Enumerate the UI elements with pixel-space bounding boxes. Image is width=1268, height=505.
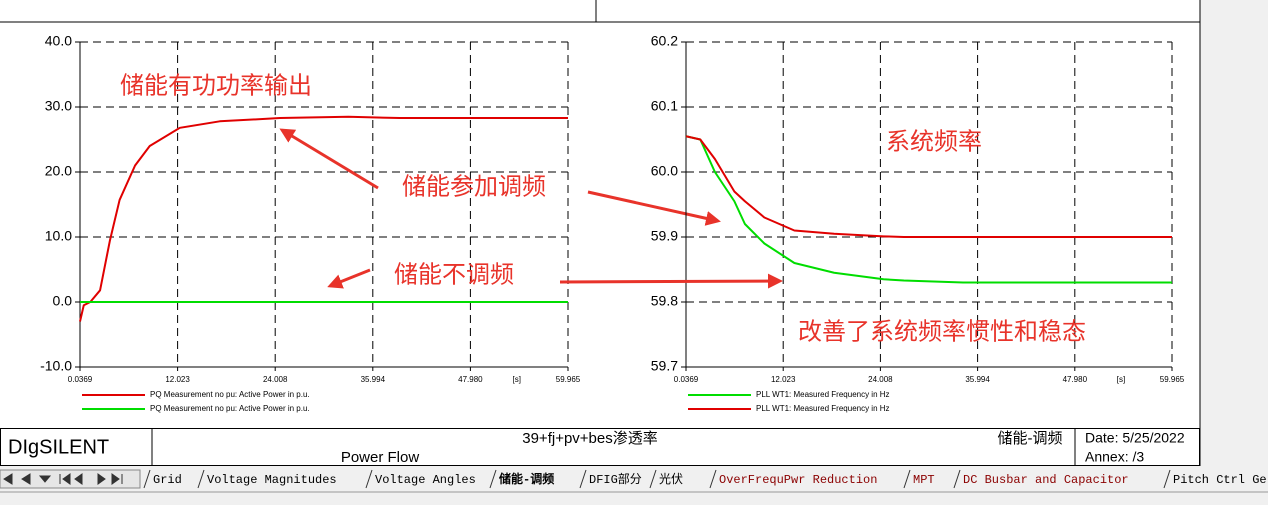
x-tick-label: 35.994 — [361, 375, 386, 384]
tab-bar — [0, 466, 1268, 492]
y-tick-label: 60.1 — [651, 98, 678, 114]
footer-box — [0, 428, 1200, 466]
chart: 59.7 59.8 59.9 60.0 60.1 60.2 0.0369 12.023 24.0… — [559, 33, 1185, 413]
y-tick-label: 59.9 — [651, 228, 678, 244]
annotation-arrow — [587, 190, 721, 226]
tab-separator — [143, 469, 151, 489]
plot-page — [0, 0, 1200, 466]
annotation: 储能不调频 — [394, 261, 514, 288]
y-tick-label: 59.8 — [651, 293, 678, 309]
tab-separator — [1163, 469, 1171, 489]
brand: DIgSILENT — [8, 436, 109, 458]
legend-label: PLL WT1: Measured Frequency in Hz — [756, 404, 890, 413]
tab-nav[interactable] — [0, 469, 141, 489]
x-tick-label: 0.0369 — [674, 375, 699, 384]
x-tick-label: 12.023 — [165, 375, 190, 384]
tab-label[interactable]: Pitch Ctrl Ge — [1173, 473, 1267, 487]
legend-label: PQ Measurement no pu: Active Power in p.… — [150, 404, 310, 413]
x-tick-label: 24.008 — [868, 375, 893, 384]
series-line — [79, 115, 568, 322]
annotation-arrow — [279, 128, 379, 190]
project: 39+fj+pv+bes渗透率 — [522, 430, 658, 447]
y-tick-label: 40.0 — [45, 33, 72, 49]
y-tick-label: 30.0 — [45, 98, 72, 114]
tab[interactable]: Voltage Magnitudes — [197, 469, 337, 489]
annotation: 储能有功功率输出 — [120, 72, 312, 99]
page-name: 储能-调频 — [998, 430, 1063, 447]
tab-label[interactable]: 光伏 — [659, 472, 683, 487]
tab-separator — [709, 469, 717, 489]
y-tick-label: 20.0 — [45, 163, 72, 179]
tab-separator — [903, 469, 911, 489]
chart: -10.0 0.0 10.0 20.0 30.0 40.0 0.0369 12.023 24.0… — [40, 33, 721, 413]
tab[interactable]: 光伏 — [649, 469, 683, 489]
tab-separator — [365, 469, 373, 489]
y-tick-label: 0.0 — [53, 293, 73, 309]
tab[interactable]: OverFrequPwr Reduction — [709, 469, 877, 489]
x-tick-label: 24.008 — [263, 375, 288, 384]
tab-separator — [489, 469, 497, 489]
x-tick-label: 47.980 — [458, 375, 483, 384]
x-axis-unit: [s] — [1117, 375, 1125, 384]
tab-separator — [649, 469, 657, 489]
tab-separator — [197, 469, 205, 489]
annotation-arrow — [327, 268, 371, 289]
tab[interactable]: Voltage Angles — [365, 469, 476, 489]
y-tick-label: 60.0 — [651, 163, 678, 179]
tab-label[interactable]: Voltage Angles — [375, 473, 476, 487]
annex: Annex: /3 — [1085, 449, 1144, 465]
tab[interactable]: Pitch Ctrl Ge — [1163, 469, 1267, 489]
y-tick-label: 10.0 — [45, 228, 72, 244]
tab-label[interactable]: OverFrequPwr Reduction — [719, 473, 877, 487]
tab-label[interactable]: Voltage Magnitudes — [207, 473, 337, 487]
nav-icons[interactable] — [3, 473, 123, 485]
tab-label[interactable]: MPT — [913, 473, 935, 487]
tab-label[interactable]: Grid — [153, 473, 182, 487]
tab-separator — [953, 469, 961, 489]
x-tick-label: 35.994 — [965, 375, 990, 384]
x-tick-label: 12.023 — [771, 375, 796, 384]
x-tick-label: 59.965 — [1160, 375, 1185, 384]
footer: DIgSILENT Power Flow 39+fj+pv+bes渗透率 储能-… — [0, 428, 1200, 466]
tab-separator — [579, 469, 587, 489]
y-tick-label: -10.0 — [40, 358, 72, 374]
x-axis-unit: [s] — [513, 375, 521, 384]
series-line — [685, 135, 1172, 238]
annotation-arrow — [559, 273, 783, 289]
tab-label[interactable]: DFIG部分 — [589, 471, 642, 487]
x-tick-label: 59.965 — [556, 375, 581, 384]
y-tick-label: 60.2 — [651, 33, 678, 49]
tab-label[interactable]: DC Busbar and Capacitor — [963, 473, 1129, 487]
x-tick-label: 0.0369 — [68, 375, 93, 384]
legend-label: PLL WT1: Measured Frequency in Hz — [756, 390, 890, 399]
date: Date: 5/25/2022 — [1085, 430, 1185, 446]
annotation: 改善了系统频率惯性和稳态 — [798, 318, 1086, 345]
legend-label: PQ Measurement no pu: Active Power in p.… — [150, 390, 310, 399]
tab-label[interactable]: 储能-调频 — [499, 471, 554, 487]
x-tick-label: 47.980 — [1063, 375, 1088, 384]
annotation: 储能参加调频 — [402, 173, 546, 200]
tab[interactable]: DFIG部分 — [579, 469, 642, 489]
series-line — [685, 135, 1172, 284]
tab[interactable]: Grid — [143, 469, 182, 489]
tab[interactable]: MPT — [903, 469, 935, 489]
tab[interactable]: 储能-调频 — [489, 469, 554, 489]
annotation: 系统频率 — [886, 128, 982, 155]
y-tick-label: 59.7 — [651, 358, 678, 374]
study-case: Power Flow — [341, 449, 420, 466]
tab[interactable]: DC Busbar and Capacitor — [953, 469, 1129, 489]
